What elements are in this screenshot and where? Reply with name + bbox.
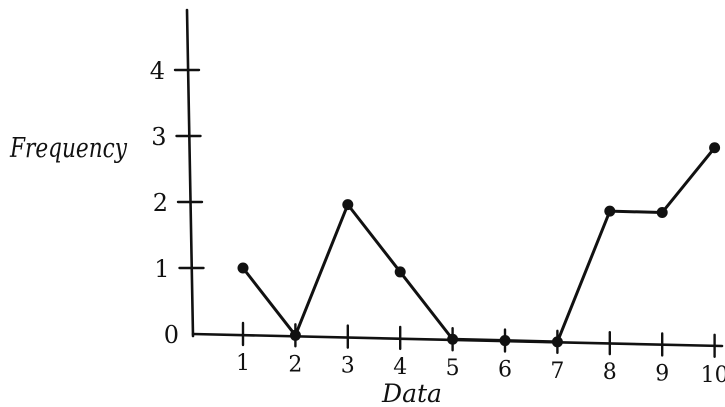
- data-point: [289, 329, 301, 341]
- x-tick-label: 4: [393, 355, 407, 380]
- y-axis-label: Frequency: [9, 133, 127, 164]
- x-ticks: 1 2 3 4 5 6 7 8 9 10: [236, 321, 725, 388]
- y-tick-label: 1: [154, 255, 169, 283]
- y-tick-label: 2: [153, 189, 168, 217]
- x-tick-label: 8: [603, 360, 617, 385]
- x-tick-label: 3: [341, 354, 355, 379]
- data-point: [499, 335, 511, 347]
- data-point: [447, 333, 459, 345]
- y-tick-label: 4: [150, 57, 165, 85]
- series-layer: [237, 142, 721, 348]
- x-tick-label: 7: [550, 359, 564, 384]
- series-line: [241, 146, 717, 344]
- data-point: [394, 266, 406, 278]
- data-point: [551, 336, 563, 348]
- data-point: [342, 199, 354, 211]
- data-point: [237, 262, 249, 274]
- data-point: [604, 205, 616, 217]
- x-tick-label: 1: [236, 351, 250, 376]
- x-tick-label: 5: [446, 356, 460, 381]
- x-axis-label: Data: [381, 379, 442, 407]
- data-point: [709, 142, 721, 154]
- axes: [185, 8, 724, 348]
- y-tick-label: 3: [151, 123, 166, 151]
- y-axis: [185, 8, 195, 338]
- data-point: [656, 206, 668, 218]
- x-tick-label: 9: [655, 361, 669, 386]
- x-tick-label: 2: [288, 352, 302, 377]
- y-ticks: 0 1 2 3 4: [150, 57, 205, 349]
- x-tick-label: 10: [701, 363, 725, 388]
- y-tick-label: 0: [164, 321, 179, 349]
- x-tick-label: 6: [498, 358, 512, 383]
